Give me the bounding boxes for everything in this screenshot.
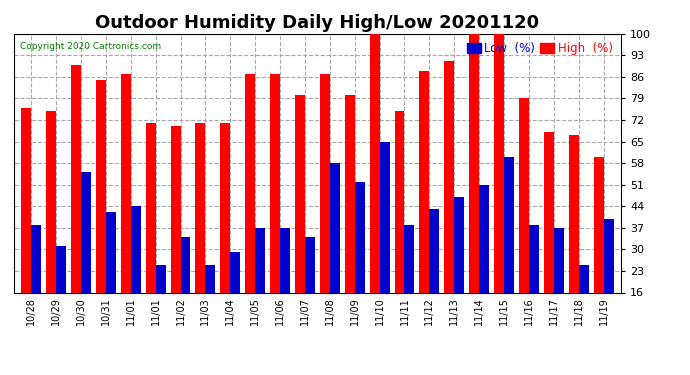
Bar (156, 265, 166, 342)
Bar (454, 197, 464, 342)
Bar (21, 108, 31, 342)
Legend: Low  (%), High  (%): Low (%), High (%) (464, 40, 615, 57)
Bar (270, 74, 280, 342)
Bar (370, 34, 380, 342)
Bar (395, 111, 404, 342)
Bar (305, 237, 315, 342)
Bar (170, 126, 181, 342)
Bar (554, 228, 564, 342)
Bar (230, 252, 240, 342)
Bar (579, 265, 589, 342)
Bar (494, 34, 504, 342)
Bar (146, 123, 156, 342)
Bar (96, 80, 106, 342)
Bar (295, 95, 305, 342)
Bar (544, 132, 554, 342)
Bar (429, 209, 440, 342)
Bar (106, 212, 116, 342)
Title: Outdoor Humidity Daily High/Low 20201120: Outdoor Humidity Daily High/Low 20201120 (95, 14, 540, 32)
Bar (195, 123, 206, 342)
Bar (519, 99, 529, 342)
Bar (131, 206, 141, 342)
Bar (479, 185, 489, 342)
Bar (220, 123, 230, 342)
Bar (380, 142, 390, 342)
Bar (71, 64, 81, 342)
Bar (593, 157, 604, 342)
Bar (245, 74, 255, 342)
Bar (320, 74, 330, 342)
Bar (355, 182, 365, 342)
Bar (569, 135, 579, 342)
Bar (444, 62, 454, 342)
Bar (529, 225, 539, 342)
Bar (81, 172, 91, 342)
Bar (420, 71, 429, 342)
Bar (330, 163, 339, 342)
Bar (469, 34, 479, 342)
Bar (56, 246, 66, 342)
Bar (31, 225, 41, 342)
Bar (345, 95, 355, 342)
Text: Copyright 2020 Cartronics.com: Copyright 2020 Cartronics.com (20, 42, 161, 51)
Bar (255, 228, 265, 342)
Bar (206, 265, 215, 342)
Bar (504, 157, 514, 342)
Bar (404, 225, 415, 342)
Bar (121, 74, 131, 342)
Bar (280, 228, 290, 342)
Bar (46, 111, 56, 342)
Bar (604, 219, 613, 342)
Bar (181, 237, 190, 342)
